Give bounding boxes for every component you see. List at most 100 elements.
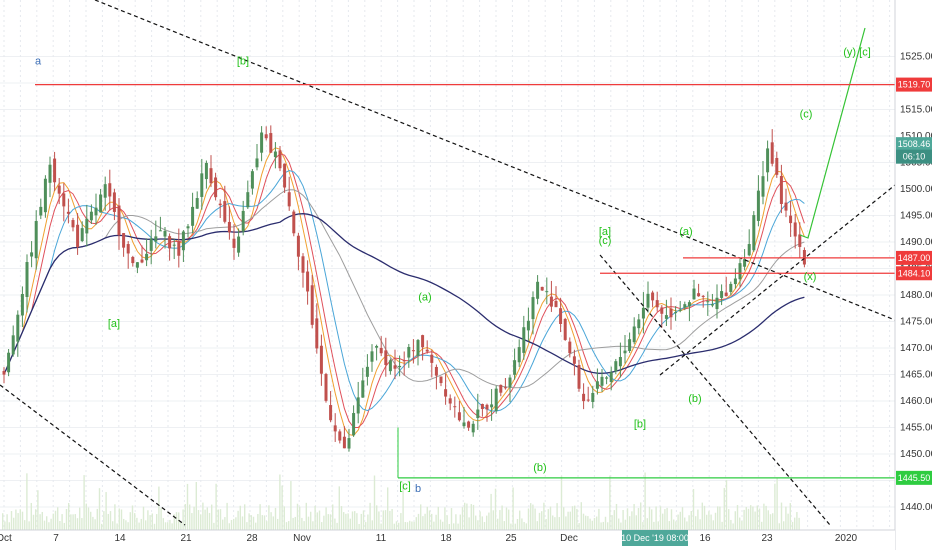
- volume-bar: [347, 513, 349, 530]
- volume-bar: [640, 502, 642, 530]
- candle-body: [398, 365, 402, 368]
- volume-bar: [318, 510, 321, 530]
- volume-bar: [290, 481, 292, 530]
- candle-body: [324, 374, 328, 401]
- volume-bar: [453, 523, 455, 530]
- candle-body: [66, 211, 70, 214]
- volume-bar: [785, 506, 787, 530]
- volume-bar: [688, 515, 690, 530]
- volume-bar: [695, 516, 697, 530]
- volume-bar: [644, 472, 646, 530]
- volume-bar: [501, 505, 503, 530]
- volume-bar: [85, 503, 87, 530]
- candle-body: [660, 307, 664, 314]
- volume-bar: [46, 516, 48, 530]
- volume-bar: [701, 502, 703, 530]
- volume-bar: [710, 514, 712, 530]
- candle-body: [112, 192, 116, 212]
- volume-bar: [714, 512, 717, 530]
- candle-body: [393, 365, 397, 369]
- volume-bar: [376, 505, 378, 530]
- volume-bar: [747, 508, 750, 530]
- candle-body: [448, 398, 452, 404]
- candle-body: [434, 366, 438, 376]
- candle-body: [365, 366, 369, 377]
- candle-body: [214, 177, 218, 198]
- volume-bar: [112, 521, 114, 530]
- candle-body: [34, 221, 38, 259]
- volume-bar: [516, 519, 519, 530]
- volume-bar: [703, 505, 706, 530]
- volume-bar: [580, 502, 582, 530]
- volume-bar: [160, 508, 162, 530]
- volume-bar: [127, 522, 129, 530]
- volume-bar: [602, 521, 604, 530]
- volume-bar: [497, 518, 499, 530]
- volume-bar: [314, 505, 316, 530]
- candle-body: [743, 259, 747, 267]
- volume-bar: [180, 521, 182, 530]
- volume-bar: [200, 514, 202, 530]
- candle-body: [738, 263, 742, 280]
- trendline-rising: [659, 184, 896, 376]
- candle-body: [623, 350, 627, 354]
- volume-bar: [767, 510, 769, 530]
- candle-body: [701, 295, 705, 297]
- volume-bar: [499, 510, 501, 530]
- volume-bar: [587, 516, 589, 530]
- candle-body: [278, 150, 282, 169]
- candle-body: [554, 300, 558, 308]
- candle-body: [733, 278, 737, 285]
- volume-bar: [107, 513, 109, 530]
- volume-bar: [349, 518, 351, 530]
- candle-body: [384, 350, 388, 366]
- level-tag-label: 1487.00: [898, 253, 931, 263]
- volume-bar: [593, 517, 596, 530]
- volume-bar: [541, 511, 543, 530]
- candle-body: [628, 339, 632, 351]
- candle-body: [618, 357, 622, 367]
- candle-body: [779, 175, 783, 204]
- volume-bar: [492, 510, 494, 530]
- candle-body: [296, 235, 300, 257]
- price-tick-label: 1490.00: [900, 237, 932, 248]
- candle-body: [462, 422, 466, 427]
- projection-line: [799, 27, 866, 239]
- volume-bar: [340, 506, 343, 530]
- volume-bar: [505, 507, 508, 530]
- volume-bar: [312, 521, 314, 530]
- candle-body: [347, 438, 351, 449]
- candle-body: [568, 341, 572, 354]
- candle-body: [591, 392, 595, 402]
- volume-bar: [411, 521, 413, 530]
- volume-bar: [450, 508, 453, 530]
- volume-bar: [345, 513, 347, 530]
- candle-body: [517, 347, 521, 363]
- candle-body: [444, 389, 448, 397]
- candle-body: [421, 335, 425, 348]
- volume-bar: [151, 513, 153, 530]
- volume-bar: [255, 522, 257, 530]
- time-tick-label: 16: [699, 533, 711, 544]
- candle-body: [457, 412, 461, 421]
- candle-body: [692, 288, 696, 300]
- time-axis[interactable]: Oct 7 14 21 28 Nov 11 18 25 Dec 16 23 2020 10 Dec '19…: [0, 529, 895, 550]
- candle-body: [572, 356, 576, 364]
- volume-bar: [490, 493, 492, 530]
- candle-body: [411, 350, 415, 352]
- candle-body: [218, 203, 222, 206]
- volume-bar: [321, 522, 323, 530]
- volume-bar: [532, 504, 534, 530]
- volume-bar: [250, 515, 252, 530]
- volume-bar: [24, 520, 26, 530]
- candle-body: [526, 320, 530, 331]
- trendlines: [0, 0, 896, 526]
- volume-bar: [692, 488, 695, 530]
- volume-bar: [794, 517, 796, 530]
- candle-body: [71, 220, 75, 228]
- volume-bar: [213, 522, 215, 530]
- volume-bar: [675, 521, 677, 530]
- time-tick-label: 7: [53, 533, 59, 544]
- volume-bar: [32, 514, 35, 530]
